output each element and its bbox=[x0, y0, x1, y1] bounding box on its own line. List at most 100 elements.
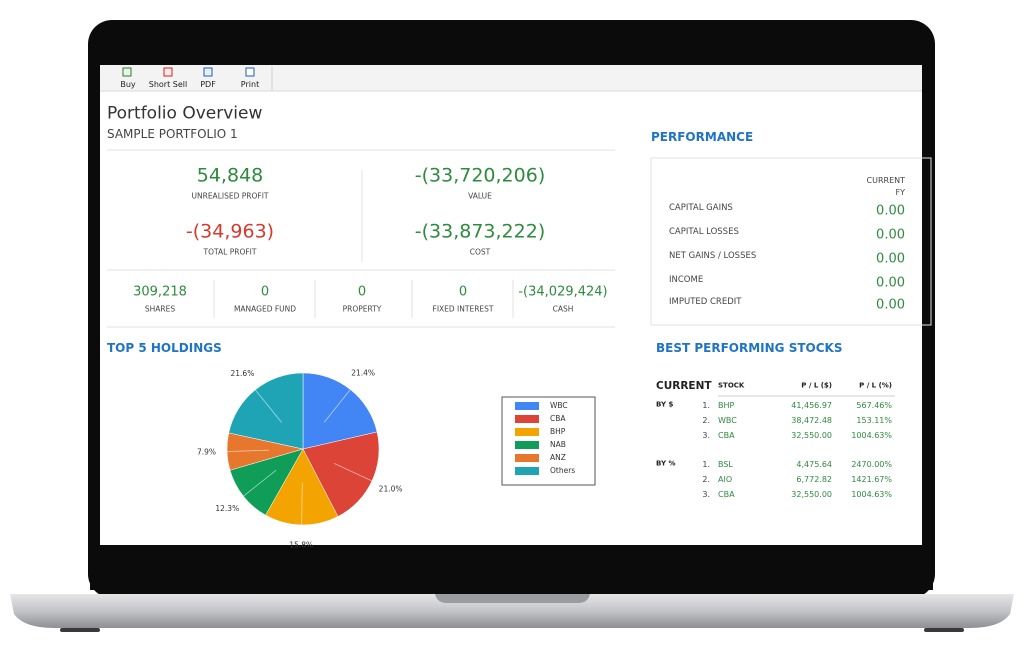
asset-label: MANAGED FUND bbox=[233, 304, 297, 314]
stock-code: CBA bbox=[718, 431, 735, 440]
asset-value: -(34,029,424) bbox=[518, 284, 608, 300]
slice-label: 21.4% bbox=[351, 368, 375, 377]
leader-line bbox=[323, 382, 357, 423]
stock-code: AIO bbox=[718, 475, 733, 484]
slice-label: 15.8% bbox=[289, 541, 313, 550]
summary-label: VALUE bbox=[468, 191, 492, 201]
pl-percent: 2470.00% bbox=[851, 460, 892, 469]
summary-value: 54,848 bbox=[196, 164, 264, 187]
foot bbox=[60, 628, 100, 632]
slice-label: 12.3% bbox=[215, 504, 239, 513]
pdf-icon[interactable] bbox=[203, 67, 213, 77]
legend-swatch bbox=[515, 467, 539, 475]
summary-value: -(33,873,222) bbox=[414, 220, 546, 243]
stock-code: CBA bbox=[718, 490, 735, 499]
performance-label: INCOME bbox=[669, 274, 704, 285]
toolbar-label: Buy bbox=[120, 80, 136, 89]
stock-code: BSL bbox=[718, 460, 733, 469]
asset-value: 0 bbox=[357, 284, 367, 300]
legend-label: ANZ bbox=[550, 453, 566, 462]
print-icon[interactable] bbox=[245, 67, 255, 77]
group-label: BY % bbox=[656, 459, 676, 468]
slice-label: 21.0% bbox=[379, 485, 403, 494]
pl-percent: 1004.63% bbox=[851, 490, 892, 499]
table-header: CURRENT bbox=[656, 379, 712, 392]
stock-code: WBC bbox=[718, 416, 737, 425]
table-header: P / L (%) bbox=[859, 381, 892, 390]
asset-value: 0 bbox=[260, 284, 270, 300]
leader-line bbox=[235, 469, 277, 503]
asset-label: FIXED INTEREST bbox=[432, 304, 494, 314]
performance-value: 0.00 bbox=[876, 227, 905, 243]
pl-dollar: 41,456.97 bbox=[791, 401, 832, 410]
asset-value: 309,218 bbox=[133, 284, 187, 300]
toolbar-label: Short Sell bbox=[148, 80, 188, 89]
buy-icon[interactable] bbox=[122, 67, 132, 77]
leader-line bbox=[249, 382, 282, 423]
toolbar bbox=[100, 65, 922, 91]
rank: 3. bbox=[702, 431, 710, 440]
legend-swatch bbox=[515, 454, 539, 462]
leader-line bbox=[300, 483, 303, 535]
table-header: STOCK bbox=[718, 381, 745, 390]
summary-label: COST bbox=[469, 247, 491, 257]
performance-box bbox=[650, 157, 932, 326]
legend-swatch bbox=[515, 428, 539, 436]
performance-label: NET GAINS / LOSSES bbox=[669, 250, 757, 261]
rank: 2. bbox=[702, 475, 710, 484]
column-header: CURRENT FY bbox=[866, 176, 905, 197]
laptop-base bbox=[10, 594, 1014, 628]
pl-percent: 153.11% bbox=[856, 416, 892, 425]
toolbar-label: PDF bbox=[200, 80, 216, 89]
performance-value: 0.00 bbox=[876, 251, 905, 267]
portfolio-name: SAMPLE PORTFOLIO 1 bbox=[107, 127, 238, 141]
leader-line bbox=[333, 463, 381, 486]
bezel-chin bbox=[90, 545, 933, 590]
leader-line bbox=[217, 449, 269, 453]
legend-label: CBA bbox=[550, 414, 566, 423]
page-title: Portfolio Overview bbox=[107, 103, 263, 124]
section-title: PERFORMANCE bbox=[651, 130, 754, 144]
legend-label: BHP bbox=[550, 427, 566, 436]
group-label: BY $ bbox=[656, 400, 674, 409]
performance-value: 0.00 bbox=[876, 203, 905, 219]
toolbar-label: Print bbox=[240, 80, 260, 89]
legend-label: Others bbox=[550, 466, 575, 475]
summary-label: UNREALISED PROFIT bbox=[191, 191, 269, 201]
asset-label: PROPERTY bbox=[342, 304, 382, 314]
slice-label: 7.9% bbox=[197, 447, 216, 456]
pl-percent: 567.46% bbox=[856, 401, 892, 410]
summary-value: -(33,720,206) bbox=[414, 164, 546, 187]
asset-value: 0 bbox=[458, 284, 468, 300]
legend-swatch bbox=[515, 441, 539, 449]
legend-label: NAB bbox=[550, 440, 566, 449]
rank: 2. bbox=[702, 416, 710, 425]
legend-label: WBC bbox=[550, 401, 568, 410]
performance-value: 0.00 bbox=[876, 275, 905, 291]
pl-dollar: 6,772.82 bbox=[796, 475, 832, 484]
summary-value: -(34,963) bbox=[185, 220, 275, 243]
legend-swatch bbox=[515, 415, 539, 423]
short-sell-icon[interactable] bbox=[163, 67, 173, 77]
performance-label: IMPUTED CREDIT bbox=[669, 296, 742, 307]
pl-percent: 1421.67% bbox=[851, 475, 892, 484]
asset-label: SHARES bbox=[144, 304, 176, 314]
rank: 1. bbox=[702, 460, 710, 469]
rank: 1. bbox=[702, 401, 710, 410]
pl-percent: 1004.63% bbox=[851, 431, 892, 440]
stock-code: BHP bbox=[718, 401, 735, 410]
table-header: P / L ($) bbox=[801, 381, 832, 390]
asset-label: CASH bbox=[552, 304, 574, 314]
pl-dollar: 4,475.64 bbox=[796, 460, 832, 469]
section-title: BEST PERFORMING STOCKS bbox=[656, 341, 843, 355]
foot bbox=[924, 628, 964, 632]
pl-dollar: 32,550.00 bbox=[791, 490, 832, 499]
rank: 3. bbox=[702, 490, 710, 499]
slice-label: 21.6% bbox=[231, 369, 255, 378]
pl-dollar: 38,472.48 bbox=[791, 416, 832, 425]
base-notch bbox=[435, 594, 590, 603]
performance-label: CAPITAL LOSSES bbox=[669, 226, 739, 237]
chart-title: TOP 5 HOLDINGS bbox=[107, 341, 222, 355]
